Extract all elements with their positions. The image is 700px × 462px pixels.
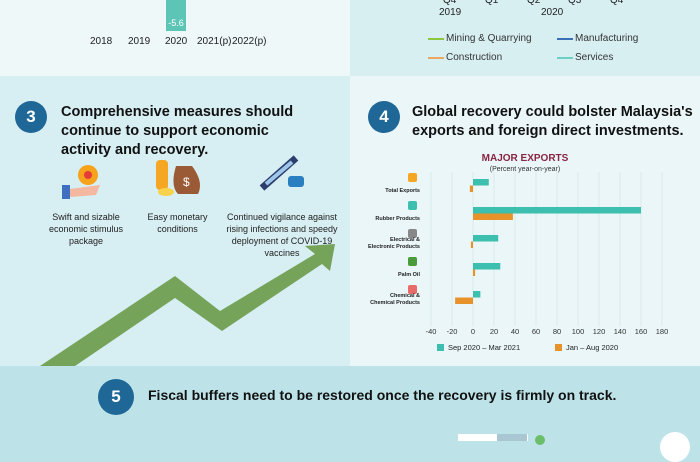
- legend-services: Services: [557, 52, 613, 63]
- section-3: 3 Comprehensive measures should continue…: [0, 76, 350, 366]
- x-tick-label: -40: [426, 327, 437, 336]
- year-label: 2022(p): [232, 36, 267, 47]
- quarter-label: Q2: [527, 0, 541, 6]
- illustration-fragment: [497, 434, 527, 441]
- section-text: Fiscal buffers need to be restored once …: [148, 387, 617, 403]
- legend-label: Services: [575, 52, 614, 63]
- category-label: Rubber Products: [375, 216, 420, 222]
- svg-text:$: $: [183, 175, 190, 189]
- gdp-panel: -5.6 2018 2019 2020 2021(p) 2022(p): [0, 0, 350, 76]
- year-label: 2020: [541, 7, 564, 18]
- x-tick-label: -20: [447, 327, 458, 336]
- category-label: Electrical &: [390, 237, 420, 243]
- legend-label: Sep 2020 – Mar 2021: [448, 343, 520, 352]
- chart-subtitle: (Percent year-on-year): [489, 166, 561, 173]
- legend-label: Manufacturing: [575, 33, 639, 44]
- x-tick-label: 160: [635, 327, 648, 336]
- section-4: 4 Global recovery could bolster Malaysia…: [350, 76, 700, 366]
- category-icon: [408, 201, 417, 210]
- exports-chart: -40 -20 0 20 40 60 80 100 120 140 160 180 Total Expo…: [368, 172, 669, 352]
- bar-jan-aug2020: [473, 213, 513, 220]
- item-caption: Swift and sizable economic stimulus pack…: [48, 212, 124, 246]
- illustration-fragment: [458, 434, 528, 441]
- year-label: 2021(p): [197, 36, 232, 47]
- category-icon: [408, 257, 417, 266]
- quarter-label: Q4: [443, 0, 457, 6]
- legend-mining: Mining & Quarrying: [428, 33, 532, 44]
- category-icon: [408, 285, 417, 294]
- sector-panel: Q4 Q1 Q2 Q3 Q4 2019 2020 Mining & Quarry…: [350, 0, 700, 76]
- category-label: Electronic Products: [368, 244, 420, 250]
- x-tick-label: 140: [614, 327, 627, 336]
- category-icon: [408, 229, 417, 238]
- bar-jan-aug2020: [473, 269, 476, 276]
- year-label: 2018: [90, 36, 113, 47]
- legend-swatch: [437, 344, 444, 351]
- year-label: 2019: [439, 7, 462, 18]
- legend-manufacturing: Manufacturing: [557, 33, 638, 44]
- item-caption: Continued vigilance against rising infec…: [226, 212, 338, 258]
- hand-gear-icon: [62, 165, 100, 199]
- vaccine-mask-icon: [259, 155, 304, 191]
- section-heading: Comprehensive measures should continue t…: [61, 104, 294, 158]
- section-number: 4: [368, 101, 400, 133]
- section-number: 3: [15, 101, 47, 133]
- category-label: Total Exports: [385, 188, 420, 194]
- illustration-fragment: [535, 435, 545, 445]
- bar-2020: [166, 0, 186, 31]
- bar-sep2020-mar2021: [473, 263, 501, 270]
- x-tick-label: 60: [532, 327, 540, 336]
- x-tick-label: 40: [511, 327, 519, 336]
- category-label: Palm Oil: [398, 272, 420, 278]
- section-heading: Global recovery could bolster Malaysia's…: [412, 104, 693, 139]
- bar-sep2020-mar2021: [473, 207, 641, 214]
- year-label: 2020: [165, 36, 188, 47]
- bar-jan-aug2020: [470, 241, 473, 248]
- legend-label: Construction: [446, 52, 503, 63]
- section-5: 5 Fiscal buffers need to be restored onc…: [0, 366, 700, 462]
- quarter-label: Q4: [610, 0, 624, 6]
- growth-arrow-icon: [40, 244, 335, 366]
- x-tick-label: 120: [593, 327, 606, 336]
- money-bag-icon: $: [156, 160, 200, 196]
- category-label: Chemical Products: [370, 300, 420, 306]
- bar-sep2020-mar2021: [473, 291, 481, 298]
- x-tick-label: 20: [490, 327, 498, 336]
- bar-sep2020-mar2021: [473, 179, 489, 186]
- year-label: 2019: [128, 36, 151, 47]
- x-tick-label: 80: [553, 327, 561, 336]
- legend-construction: Construction: [428, 52, 502, 63]
- bar-jan-aug2020: [455, 297, 473, 304]
- category-icon: [408, 173, 417, 182]
- quarter-label: Q1: [485, 0, 499, 6]
- legend-label: Mining & Quarrying: [446, 33, 532, 44]
- x-tick-label: 180: [656, 327, 669, 336]
- item-caption: Easy monetary conditions: [147, 212, 208, 234]
- chart-title: MAJOR EXPORTS: [481, 153, 569, 164]
- section-number: 5: [98, 379, 134, 415]
- bar-jan-aug2020: [469, 185, 473, 192]
- x-tick-label: 0: [471, 327, 475, 336]
- x-tick-label: 100: [572, 327, 585, 336]
- illustration-fragment: [660, 432, 690, 462]
- bar-label: -5.6: [168, 18, 184, 28]
- category-label: Chemical &: [390, 293, 420, 299]
- bar-sep2020-mar2021: [473, 235, 499, 242]
- quarter-label: Q3: [568, 0, 582, 6]
- legend-label: Jan – Aug 2020: [566, 343, 618, 352]
- legend-swatch: [555, 344, 562, 351]
